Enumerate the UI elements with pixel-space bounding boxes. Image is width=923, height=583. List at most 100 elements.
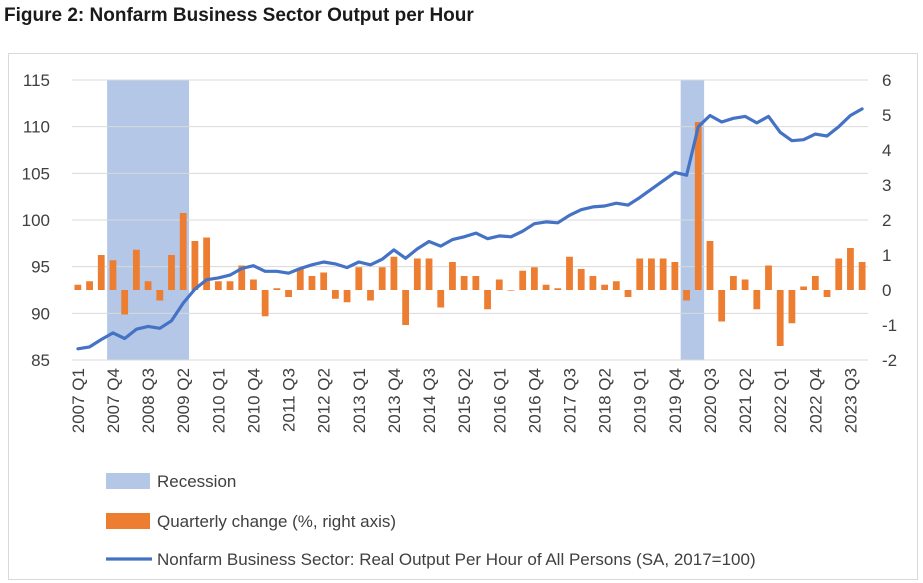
x-axis-tick-label: 2020 Q3 xyxy=(701,368,720,433)
quarterly-change-bar xyxy=(144,281,152,290)
quarterly-change-bar xyxy=(519,270,527,290)
figure-title: Figure 2: Nonfarm Business Sector Output… xyxy=(4,5,474,26)
x-axis-tick-label: 2007 Q4 xyxy=(104,368,123,433)
left-axis-ticks: 85 90 95 100 105 110 115 xyxy=(22,71,50,370)
quarterly-change-bar xyxy=(472,276,480,290)
legend-swatch-quarterly-change xyxy=(106,513,150,529)
productivity-line xyxy=(76,107,864,351)
quarterly-change-bar xyxy=(601,284,609,290)
quarterly-change-bar xyxy=(343,290,351,303)
quarterly-change-bar xyxy=(776,290,784,346)
x-axis-tick-label: 2017 Q3 xyxy=(561,368,580,433)
gridlines xyxy=(72,79,868,361)
quarterly-change-bar xyxy=(203,237,211,290)
quarterly-change-bar xyxy=(729,276,737,290)
quarterly-change-bar xyxy=(425,258,433,290)
quarterly-change-bar xyxy=(226,281,234,290)
quarterly-change-bar xyxy=(823,290,831,297)
right-axis-tick-label: 5 xyxy=(882,106,891,125)
quarterly-change-bar xyxy=(636,258,644,290)
quarterly-change-bar xyxy=(179,213,187,290)
quarterly-change-bar xyxy=(449,262,456,290)
quarterly-change-bar xyxy=(811,276,819,290)
x-axis-tick-label: 2011 Q3 xyxy=(280,368,299,432)
x-axis-tick-label: 2015 Q2 xyxy=(455,368,474,433)
left-axis-tick-label: 115 xyxy=(23,71,50,90)
x-axis-tick-label: 2012 Q2 xyxy=(315,368,334,433)
x-axis-tick-label: 2018 Q2 xyxy=(596,368,615,433)
quarterly-change-bar xyxy=(683,290,690,301)
right-axis-tick-label: 6 xyxy=(882,71,891,90)
quarterly-change-bar xyxy=(97,255,105,290)
quarterly-change-bar xyxy=(659,258,667,290)
quarterly-change-bar xyxy=(109,260,117,290)
quarterly-change-bar xyxy=(741,279,749,290)
quarterly-change-bar xyxy=(542,284,550,290)
quarterly-change-bar xyxy=(261,290,269,317)
right-axis-tick-label: -1 xyxy=(882,316,897,335)
quarterly-change-bar xyxy=(800,286,808,290)
x-axis-tick-label: 2016 Q4 xyxy=(525,368,544,433)
quarterly-change-bar xyxy=(554,288,562,290)
quarterly-change-bar xyxy=(495,279,503,290)
quarterly-change-bar xyxy=(168,255,175,290)
x-axis-tick-label: 2010 Q1 xyxy=(209,368,228,433)
x-axis-tick-label: 2022 Q1 xyxy=(771,368,790,433)
quarterly-change-bar xyxy=(671,262,679,290)
quarterly-change-bar xyxy=(694,122,702,290)
x-axis-tick-label: 2023 Q3 xyxy=(841,368,860,433)
quarterly-change-bar xyxy=(355,267,363,290)
productivity-line-layer xyxy=(76,107,864,351)
quarterly-change-bar xyxy=(858,262,866,290)
legend-label-recession: Recession xyxy=(157,472,236,491)
quarterly-change-bar xyxy=(132,249,140,290)
quarterly-change-bar xyxy=(566,256,573,290)
quarterly-change-bar xyxy=(191,241,199,290)
quarterly-change-bar xyxy=(250,279,257,290)
quarterly-change-bar xyxy=(238,265,246,290)
quarterly-change-bar xyxy=(648,258,655,290)
x-axis-tick-label: 2013 Q1 xyxy=(350,368,369,433)
right-axis-tick-label: 1 xyxy=(882,246,891,265)
x-axis-tick-label: 2016 Q1 xyxy=(490,368,509,433)
x-axis-tick-label: 2019 Q1 xyxy=(631,368,650,433)
left-axis-tick-label: 95 xyxy=(31,258,50,277)
quarterly-change-bar xyxy=(74,284,82,290)
left-axis-tick-label: 90 xyxy=(31,304,50,323)
left-axis-tick-label: 100 xyxy=(22,211,50,230)
quarterly-change-bar xyxy=(706,241,714,290)
quarterly-change-bar xyxy=(273,288,281,290)
quarterly-change-bar xyxy=(86,281,93,290)
quarterly-change-bar xyxy=(589,276,597,290)
legend-label-productivity: Nonfarm Business Sector: Real Output Per… xyxy=(157,550,756,569)
legend-swatch-recession xyxy=(106,473,150,489)
quarterly-change-bar xyxy=(296,269,304,290)
quarterly-change-bars xyxy=(74,122,866,346)
left-axis-tick-label: 85 xyxy=(31,351,50,370)
quarterly-change-bar xyxy=(484,290,491,310)
x-axis-tick-label: 2014 Q3 xyxy=(420,368,439,433)
quarterly-change-bar xyxy=(214,281,222,290)
left-axis-tick-label: 105 xyxy=(22,164,50,183)
quarterly-change-bar xyxy=(331,290,339,299)
right-axis-ticks: -2 -1 0 1 2 3 4 5 6 xyxy=(882,71,897,370)
quarterly-change-bar xyxy=(121,290,129,315)
quarterly-change-bar xyxy=(765,265,772,290)
left-axis-tick-label: 110 xyxy=(23,118,50,137)
right-axis-tick-label: 0 xyxy=(882,281,891,300)
quarterly-change-bar xyxy=(788,290,796,324)
right-axis-tick-label: 4 xyxy=(882,141,891,160)
quarterly-change-bar xyxy=(718,290,726,322)
x-axis-tick-label: 2022 Q4 xyxy=(806,368,825,433)
right-axis-tick-label: 3 xyxy=(882,176,891,195)
quarterly-change-bar xyxy=(402,290,410,325)
quarterly-change-bar xyxy=(507,290,515,291)
legend: Recession Quarterly change (%, right axis… xyxy=(106,472,756,569)
x-axis-tick-label: 2019 Q4 xyxy=(666,368,685,433)
x-axis-tick-label: 2013 Q4 xyxy=(385,368,404,433)
quarterly-change-bar xyxy=(285,290,292,297)
quarterly-change-bar xyxy=(612,281,620,290)
quarterly-change-bar xyxy=(835,258,843,290)
quarterly-change-bar xyxy=(308,276,316,290)
x-axis-tick-label: 2009 Q2 xyxy=(174,368,193,433)
